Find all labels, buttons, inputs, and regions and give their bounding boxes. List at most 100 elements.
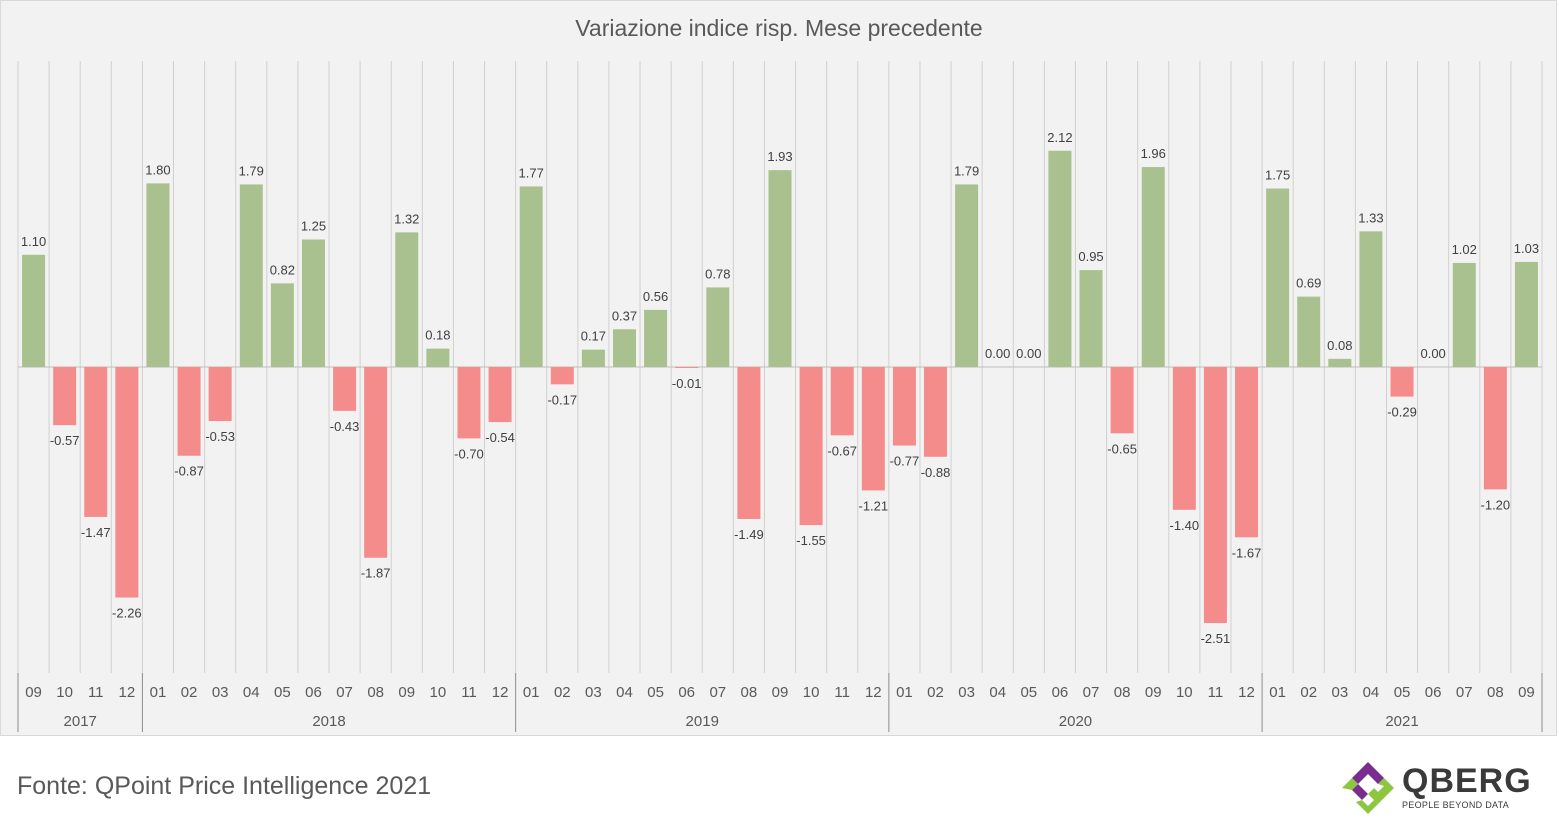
month-tick-label: 01 <box>1269 684 1286 701</box>
month-tick-label: 12 <box>492 684 509 701</box>
data-label: 1.93 <box>767 149 792 164</box>
source-caption: Fonte: QPoint Price Intelligence 2021 <box>17 772 432 800</box>
data-label: -1.20 <box>1481 497 1511 512</box>
data-label: 0.08 <box>1327 338 1352 353</box>
month-tick-label: 12 <box>119 684 136 701</box>
data-label: -0.77 <box>890 454 920 469</box>
bar <box>644 309 668 367</box>
bar <box>612 329 636 367</box>
data-label: -0.17 <box>547 392 577 407</box>
data-label: -1.55 <box>796 533 826 548</box>
bar <box>53 367 77 426</box>
bar <box>581 349 605 367</box>
bar <box>1483 367 1507 490</box>
month-tick-label: 05 <box>274 684 291 701</box>
bars <box>22 150 1538 624</box>
month-tick-label: 11 <box>1208 684 1224 701</box>
month-tick-label: 03 <box>212 684 229 701</box>
bar <box>395 232 419 367</box>
bar <box>830 367 854 436</box>
data-label: -1.47 <box>81 525 111 540</box>
bar <box>457 367 481 439</box>
data-label: -0.01 <box>672 376 702 391</box>
month-tick-label: 02 <box>181 684 198 701</box>
month-tick-label: 10 <box>803 684 820 701</box>
month-tick-label: 12 <box>1238 684 1255 701</box>
data-label: 1.96 <box>1141 146 1166 161</box>
data-label: 1.02 <box>1452 242 1477 257</box>
bar <box>270 283 294 367</box>
bar <box>1048 150 1072 367</box>
data-label: -0.43 <box>330 419 360 434</box>
month-tick-label: 01 <box>896 684 913 701</box>
qberg-logo: QBERG PEOPLE BEYOND DATA <box>1340 760 1540 814</box>
month-tick-label: 02 <box>554 684 571 701</box>
bar <box>364 367 388 558</box>
month-tick-label: 04 <box>616 684 633 701</box>
x-axis: 09 10 11 12 01 02 03 04 05 06 07 08 09 10 11 12 01 02 03 04… <box>17 673 1543 732</box>
month-tick-label: 08 <box>367 684 384 701</box>
month-tick-label: 10 <box>56 684 73 701</box>
chart-title: Variazione indice risp. Mese precedente <box>575 15 982 41</box>
data-label: 1.80 <box>145 162 170 177</box>
data-label: 0.56 <box>643 289 668 304</box>
year-label: 2019 <box>686 713 719 730</box>
month-tick-label: 04 <box>989 684 1006 701</box>
year-label: 2021 <box>1385 713 1418 730</box>
month-tick-label: 01 <box>523 684 540 701</box>
month-tick-label: 10 <box>1176 684 1193 701</box>
bar <box>1235 367 1259 538</box>
bar <box>239 184 263 367</box>
bar <box>1359 231 1383 367</box>
data-label: -0.67 <box>827 443 857 458</box>
data-label: -2.26 <box>112 606 142 621</box>
bar <box>1514 261 1538 367</box>
bar <box>177 367 201 456</box>
data-label: 1.25 <box>301 219 326 234</box>
chart-panel: Variazione indice risp. Mese precedente … <box>0 0 1557 736</box>
bar <box>924 367 948 457</box>
bar <box>706 287 730 367</box>
data-label: -1.40 <box>1170 518 1200 533</box>
data-label: 0.00 <box>985 346 1010 361</box>
month-tick-label: 03 <box>958 684 975 701</box>
bar <box>892 367 916 446</box>
bar <box>84 367 108 517</box>
data-label: -2.51 <box>1201 631 1231 646</box>
bar <box>1172 367 1196 510</box>
month-tick-label: 11 <box>834 684 850 701</box>
bar <box>22 254 46 367</box>
bar <box>1328 358 1352 367</box>
month-tick-label: 09 <box>772 684 789 701</box>
data-label: -0.65 <box>1107 441 1137 456</box>
bar <box>333 367 357 411</box>
data-label: -0.88 <box>921 465 951 480</box>
data-label: 0.95 <box>1078 249 1103 264</box>
data-label: -0.53 <box>205 429 235 444</box>
bar <box>146 183 170 367</box>
month-tick-label: 06 <box>1052 684 1069 701</box>
month-tick-label: 05 <box>1394 684 1411 701</box>
data-label: 0.82 <box>270 262 295 277</box>
month-tick-label: 08 <box>1487 684 1504 701</box>
bar <box>1110 367 1134 434</box>
bar-chart: Variazione indice risp. Mese precedente … <box>17 15 1543 732</box>
logo-mark-icon <box>1342 762 1394 814</box>
month-tick-label: 06 <box>678 684 695 701</box>
data-label: -0.87 <box>174 464 204 479</box>
data-label: 1.79 <box>954 163 979 178</box>
data-label: -1.67 <box>1232 545 1262 560</box>
data-label: 0.17 <box>581 329 606 344</box>
data-label: -0.29 <box>1387 405 1417 420</box>
data-label: -1.87 <box>361 566 391 581</box>
bar <box>675 367 699 369</box>
month-tick-label: 09 <box>1145 684 1162 701</box>
year-label: 2018 <box>312 713 345 730</box>
month-tick-label: 10 <box>430 684 447 701</box>
bar <box>301 239 325 367</box>
data-label: 0.18 <box>425 328 450 343</box>
data-label: 1.79 <box>239 163 264 178</box>
bar <box>1297 296 1321 367</box>
month-tick-label: 07 <box>1456 684 1473 701</box>
data-label: -1.21 <box>858 498 888 513</box>
